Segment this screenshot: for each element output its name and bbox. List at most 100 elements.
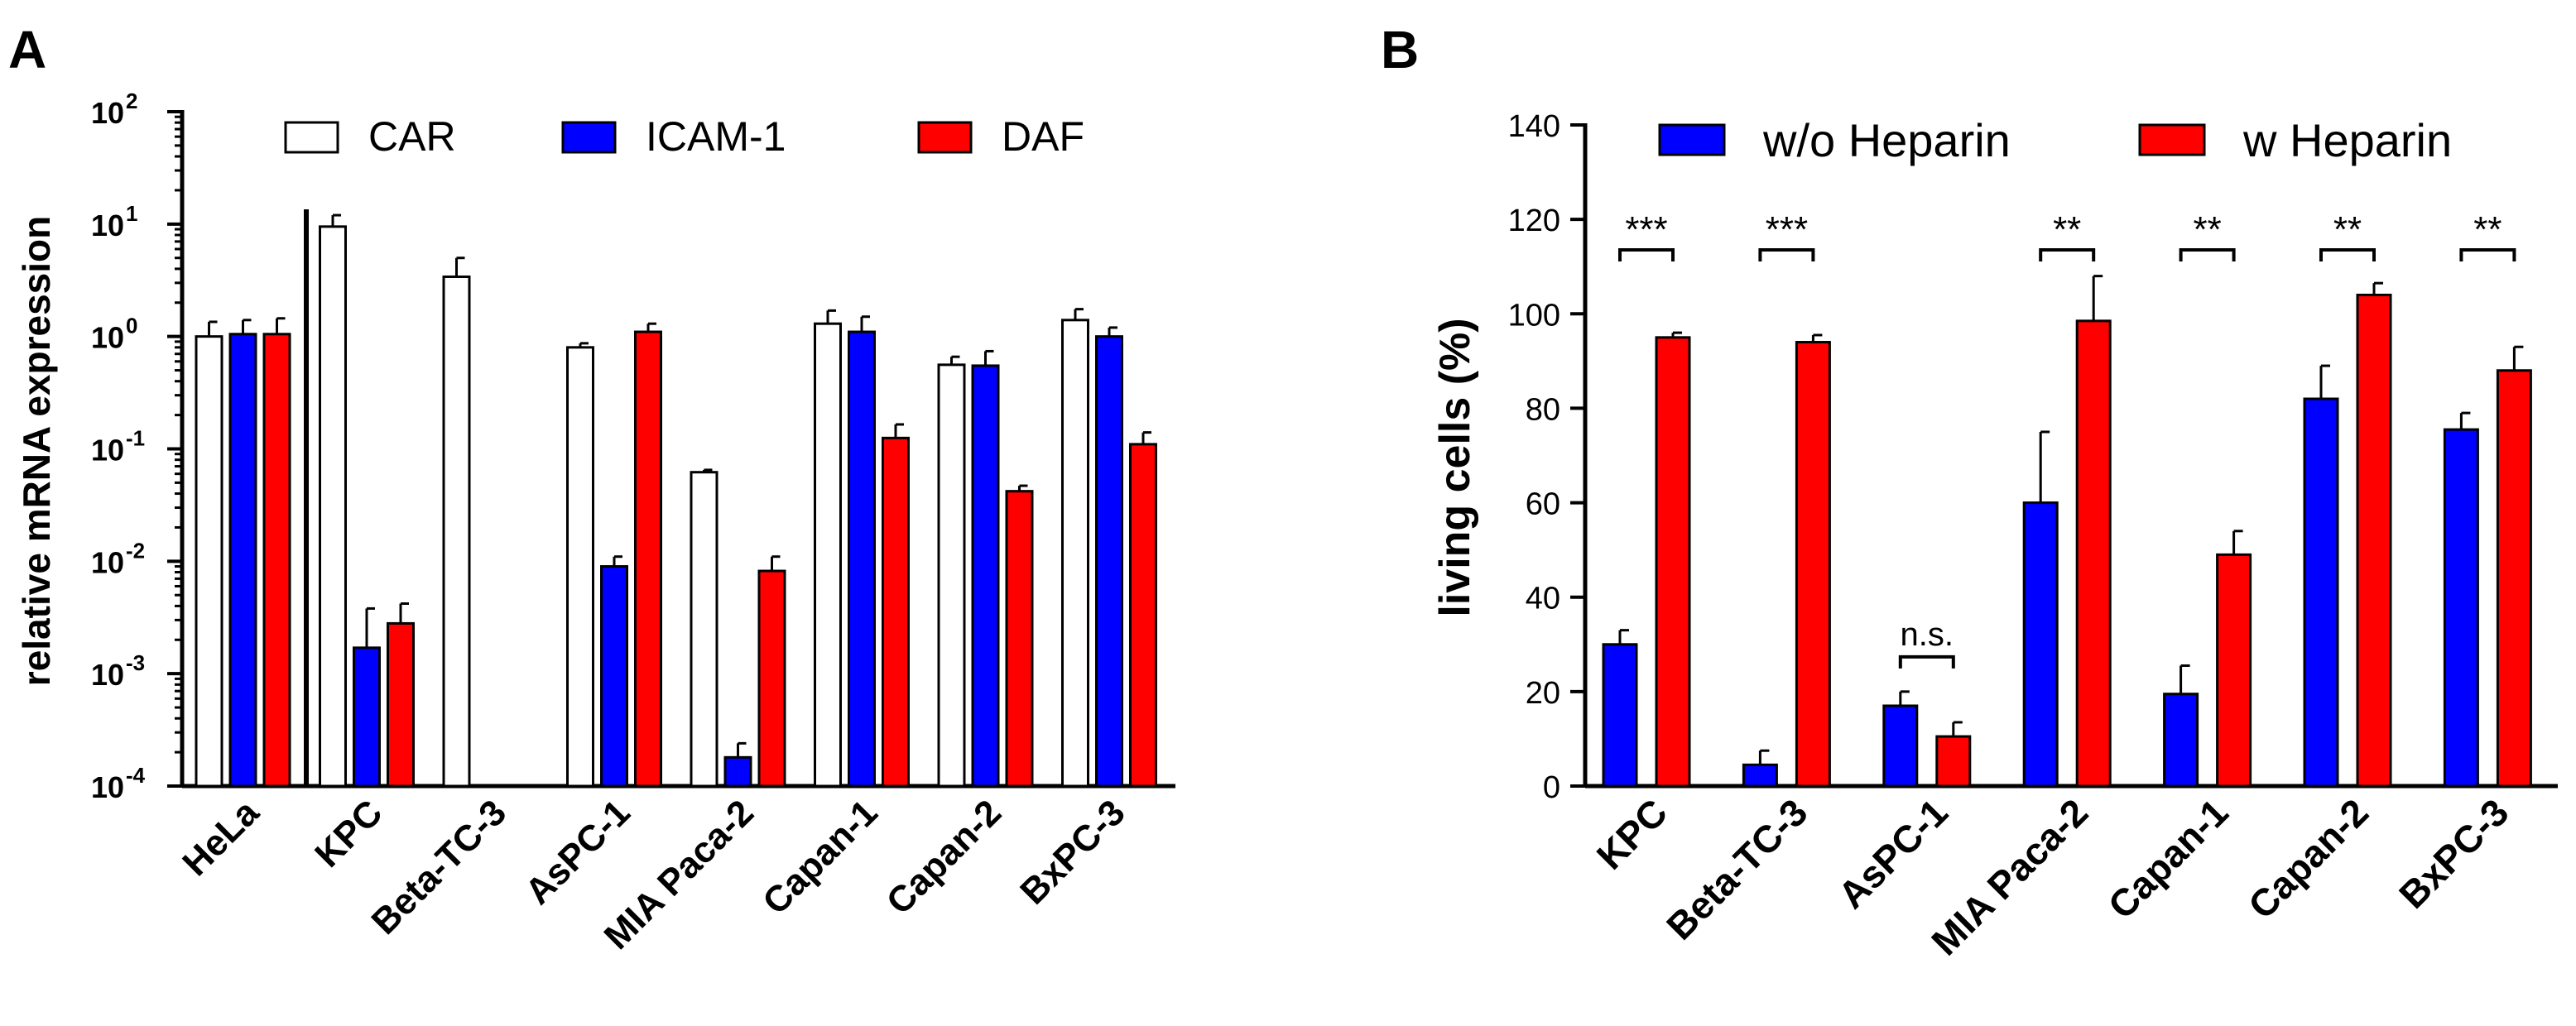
- panel-b-sig-label-mia-paca-2: **: [2053, 209, 2081, 250]
- panel-b-sig-bracket-beta-tc-3: [1758, 248, 1815, 261]
- panel-b-chart: living cells (%) 0 20 40 60 80 100 120 140 KPCBe…: [1431, 109, 2558, 963]
- panel-b-sig-bracket-kpc: [1618, 248, 1675, 261]
- panel-b-bar-bxpc-3-w-o-heparin: [2443, 428, 2479, 788]
- panel-a-y-tick-exponent: 2: [126, 89, 137, 113]
- panel-b-legend-swatch-w-o-heparin: [1658, 123, 1726, 156]
- panel-a-bar-capan-2-icam-1: [971, 364, 1000, 788]
- panel-b-bar-capan-1-w-heparin: [2216, 553, 2252, 788]
- panel-b-x-label-bxpc-3: BxPC-3: [2391, 790, 2516, 916]
- panel-a-x-label-capan-2: Capan-2: [879, 792, 1009, 922]
- panel-b-sig-label-kpc: ***: [1625, 209, 1667, 250]
- panel-a-legend-label-car: CAR: [368, 113, 456, 160]
- panel-a-bar-hela-daf: [262, 333, 291, 788]
- panel-a-x-label-bxpc-3: BxPC-3: [1012, 792, 1132, 912]
- panel-b-bar-kpc-w-heparin: [1655, 336, 1691, 788]
- panel-a-y-tick-label: 10: [91, 321, 124, 355]
- panel-a-legend-swatch-daf: [917, 121, 973, 154]
- panel-b-letter: B: [1381, 20, 1419, 79]
- panel-a-x-label-hela: HeLa: [175, 792, 267, 884]
- panel-b-x-label-capan-1: Capan-1: [2100, 790, 2237, 927]
- panel-a-x-label-capan-1: Capan-1: [755, 792, 885, 922]
- panel-a-legend: CAR ICAM-1 DAF: [284, 113, 1084, 160]
- panel-b-bar-kpc-w-o-heparin: [1602, 643, 1638, 788]
- panel-b-sig-label-capan-2: **: [2333, 209, 2362, 250]
- panel-b-y-tick-label: 0: [1543, 770, 1560, 805]
- panel-b-sig-bracket-aspc-1: [1898, 654, 1955, 669]
- panel-a-y-tick-label: 10: [91, 545, 124, 579]
- panel-a-y-tick-label: 10: [91, 434, 124, 467]
- panel-a-y-tick-label: 10: [91, 770, 124, 804]
- panel-b-bar-aspc-1-w-heparin: [1935, 735, 1972, 788]
- panel-a-letter: A: [8, 20, 46, 79]
- panel-a-bar-bxpc-3-icam-1: [1095, 335, 1123, 788]
- panel-a-y-tick-exponent: -3: [126, 650, 145, 675]
- panel-a-bar-bxpc-3-car: [1061, 319, 1089, 788]
- panel-b-y-tick-label: 120: [1508, 204, 1560, 238]
- panel-a-bar-capan-2-daf: [1005, 490, 1034, 788]
- panel-b-legend-label-w-heparin: w Heparin: [2242, 114, 2452, 166]
- panel-a-bar-aspc-1-daf: [634, 330, 662, 788]
- panel-b-sig-bracket-mia-paca-2: [2039, 248, 2096, 261]
- panel-b-legend-swatch-w-heparin: [2138, 123, 2206, 156]
- panel-a-ylabel: relative mRNA expression: [15, 216, 58, 686]
- panel-a-legend-label-icam-1: ICAM-1: [646, 113, 786, 160]
- panel-a-x-label-beta-tc-3: Beta-TC-3: [363, 792, 514, 942]
- panel-b-x-label-beta-tc-3: Beta-TC-3: [1658, 790, 1815, 947]
- panel-b-y-tick-label: 40: [1526, 582, 1560, 616]
- panel-a-bar-bxpc-3-daf: [1129, 443, 1157, 788]
- panel-b-bar-capan-1-w-o-heparin: [2163, 693, 2199, 788]
- panel-a-bar-capan-1-daf: [882, 436, 910, 788]
- panel-a-bar-hela-icam-1: [228, 333, 257, 788]
- panel-a-bar-capan-2-car: [937, 363, 966, 788]
- panel-b-sig-bracket-capan-2: [2319, 248, 2376, 261]
- panel-a-y-tick-label: 10: [91, 658, 124, 692]
- panel-a-bar-aspc-1-car: [566, 346, 594, 788]
- panel-b-bar-capan-2-w-o-heparin: [2303, 397, 2339, 788]
- panel-a-bar-aspc-1-icam-1: [600, 565, 628, 788]
- panel-b-ylabel: living cells (%): [1431, 318, 1479, 616]
- panel-b-significance: *** ***n.s.** ** ** **: [1618, 209, 2516, 669]
- panel-a-bars: [195, 213, 1157, 788]
- panel-b-sig-bracket-bxpc-3: [2459, 248, 2516, 261]
- panel-a-bar-mia-paca-2-daf: [757, 569, 786, 788]
- panel-b-x-label-aspc-1: AsPC-1: [1829, 790, 1955, 916]
- panel-b-legend: w/o Heparin w Heparin: [1658, 114, 2452, 166]
- panel-a-legend-swatch-car: [284, 121, 339, 154]
- panel-b-sig-bracket-capan-1: [2179, 248, 2236, 261]
- panel-b-y-tick-label: 140: [1508, 109, 1560, 144]
- panel-a-bar-capan-1-icam-1: [848, 330, 876, 788]
- panel-a-bar-capan-1-car: [814, 322, 842, 788]
- panel-b-sig-label-bxpc-3: **: [2473, 209, 2502, 250]
- panel-b-x-label-kpc: KPC: [1588, 790, 1675, 877]
- panel-a-legend-swatch-icam-1: [561, 121, 617, 154]
- panel-a-x-label-kpc: KPC: [307, 792, 390, 875]
- panel-b-bar-mia-paca-2-w-heparin: [2075, 319, 2112, 788]
- panel-b-y-tick-label: 80: [1526, 392, 1560, 427]
- panel-b-x-label-capan-2: Capan-2: [2240, 790, 2377, 927]
- panel-a-bar-kpc-icam-1: [353, 646, 381, 788]
- panel-a-bar-kpc-car: [319, 225, 347, 788]
- panel-b-bar-mia-paca-2-w-o-heparin: [2022, 501, 2059, 788]
- panel-b-sig-label-aspc-1: n.s.: [1901, 616, 1954, 653]
- panel-a-bar-mia-paca-2-car: [690, 471, 718, 788]
- panel-b-bars: [1602, 275, 2532, 788]
- panel-b-bar-beta-tc-3-w-heparin: [1795, 341, 1831, 788]
- panel-a-bar-mia-paca-2-icam-1: [723, 755, 752, 788]
- panel-b-bar-bxpc-3-w-heparin: [2496, 369, 2532, 788]
- panel-b-bar-aspc-1-w-o-heparin: [1882, 704, 1919, 788]
- panel-a-y-tick-exponent: -1: [126, 426, 145, 451]
- panel-b-sig-label-capan-1: **: [2193, 209, 2221, 250]
- panel-a-bar-kpc-daf: [387, 621, 415, 788]
- panel-b-bar-beta-tc-3-w-o-heparin: [1742, 763, 1778, 788]
- panel-b-legend-label-w-o-heparin: w/o Heparin: [1762, 114, 2011, 166]
- panel-a-y-tick-label: 10: [91, 96, 124, 130]
- panel-b-sig-label-beta-tc-3: ***: [1766, 209, 1808, 250]
- panel-a-y-tick-exponent: -2: [126, 538, 145, 563]
- panel-a-legend-label-daf: DAF: [1002, 113, 1084, 160]
- panel-a-y-tick-exponent: 0: [126, 314, 137, 338]
- panel-a-y-tick-label: 10: [91, 209, 124, 242]
- panel-a-y-tick-exponent: 1: [126, 201, 137, 226]
- panel-a-y-tick-exponent: -4: [126, 763, 146, 788]
